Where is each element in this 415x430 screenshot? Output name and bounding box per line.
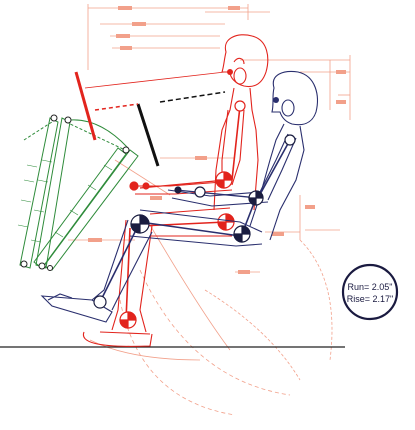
rise-value: Rise= 2.17": [347, 294, 393, 304]
linkage-joints: [20, 114, 130, 271]
dimension-tick-marks: [88, 6, 346, 274]
circle-target-icon: [227, 69, 279, 103]
red-dashed-link: [94, 103, 139, 111]
run-value: Run= 2.05": [348, 282, 393, 292]
linkage-hatching: [17, 159, 113, 243]
run-rise-badge: Run= 2.05" Rise= 2.17": [341, 263, 399, 321]
black-backrest-bar: [136, 103, 160, 167]
red-sight-line: [84, 71, 226, 89]
navy-joints: [93, 134, 296, 309]
navy-figure: [40, 70, 318, 323]
black-dashed-link: [159, 91, 226, 103]
folding-linkage: [19, 117, 139, 271]
red-backrest-bar: [74, 71, 97, 141]
red-joints: [119, 100, 246, 329]
